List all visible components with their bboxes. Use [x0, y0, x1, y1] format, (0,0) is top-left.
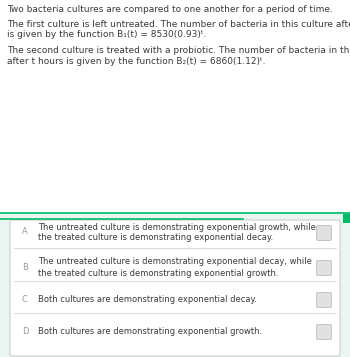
Text: C: C: [22, 295, 28, 303]
Text: Both cultures are demonstrating exponential growth.: Both cultures are demonstrating exponent…: [38, 327, 262, 337]
Text: is given by the function B₁(t) = 8530(0.93)ᵗ.: is given by the function B₁(t) = 8530(0.…: [7, 30, 206, 39]
Text: The untreated culture is demonstrating exponential growth, while: The untreated culture is demonstrating e…: [38, 222, 316, 231]
Bar: [0, 0, 350, 212]
Text: the treated culture is demonstrating exponential decay.: the treated culture is demonstrating exp…: [38, 233, 273, 242]
Text: The second culture is treated with a probiotic. The number of bacteria in this c: The second culture is treated with a pro…: [7, 46, 350, 55]
FancyBboxPatch shape: [316, 292, 331, 307]
Text: Both cultures are demonstrating exponential decay.: Both cultures are demonstrating exponent…: [38, 296, 257, 305]
Text: after t hours is given by the function B₂(t) = 6860(1.12)ᵗ.: after t hours is given by the function B…: [7, 57, 266, 66]
Text: the treated culture is demonstrating exponential growth.: the treated culture is demonstrating exp…: [38, 268, 279, 277]
FancyBboxPatch shape: [316, 325, 331, 340]
Text: A: A: [22, 227, 28, 236]
Text: The first culture is left untreated. The number of bacteria in this culture afte: The first culture is left untreated. The…: [7, 20, 350, 29]
FancyBboxPatch shape: [316, 226, 331, 241]
Bar: [343, 214, 350, 223]
Text: B: B: [22, 262, 28, 272]
Text: Two bacteria cultures are compared to one another for a period of time.: Two bacteria cultures are compared to on…: [7, 5, 333, 14]
Text: D: D: [22, 327, 28, 336]
Text: The untreated culture is demonstrating exponential decay, while: The untreated culture is demonstrating e…: [38, 257, 312, 266]
FancyBboxPatch shape: [316, 261, 331, 276]
FancyBboxPatch shape: [10, 220, 340, 356]
